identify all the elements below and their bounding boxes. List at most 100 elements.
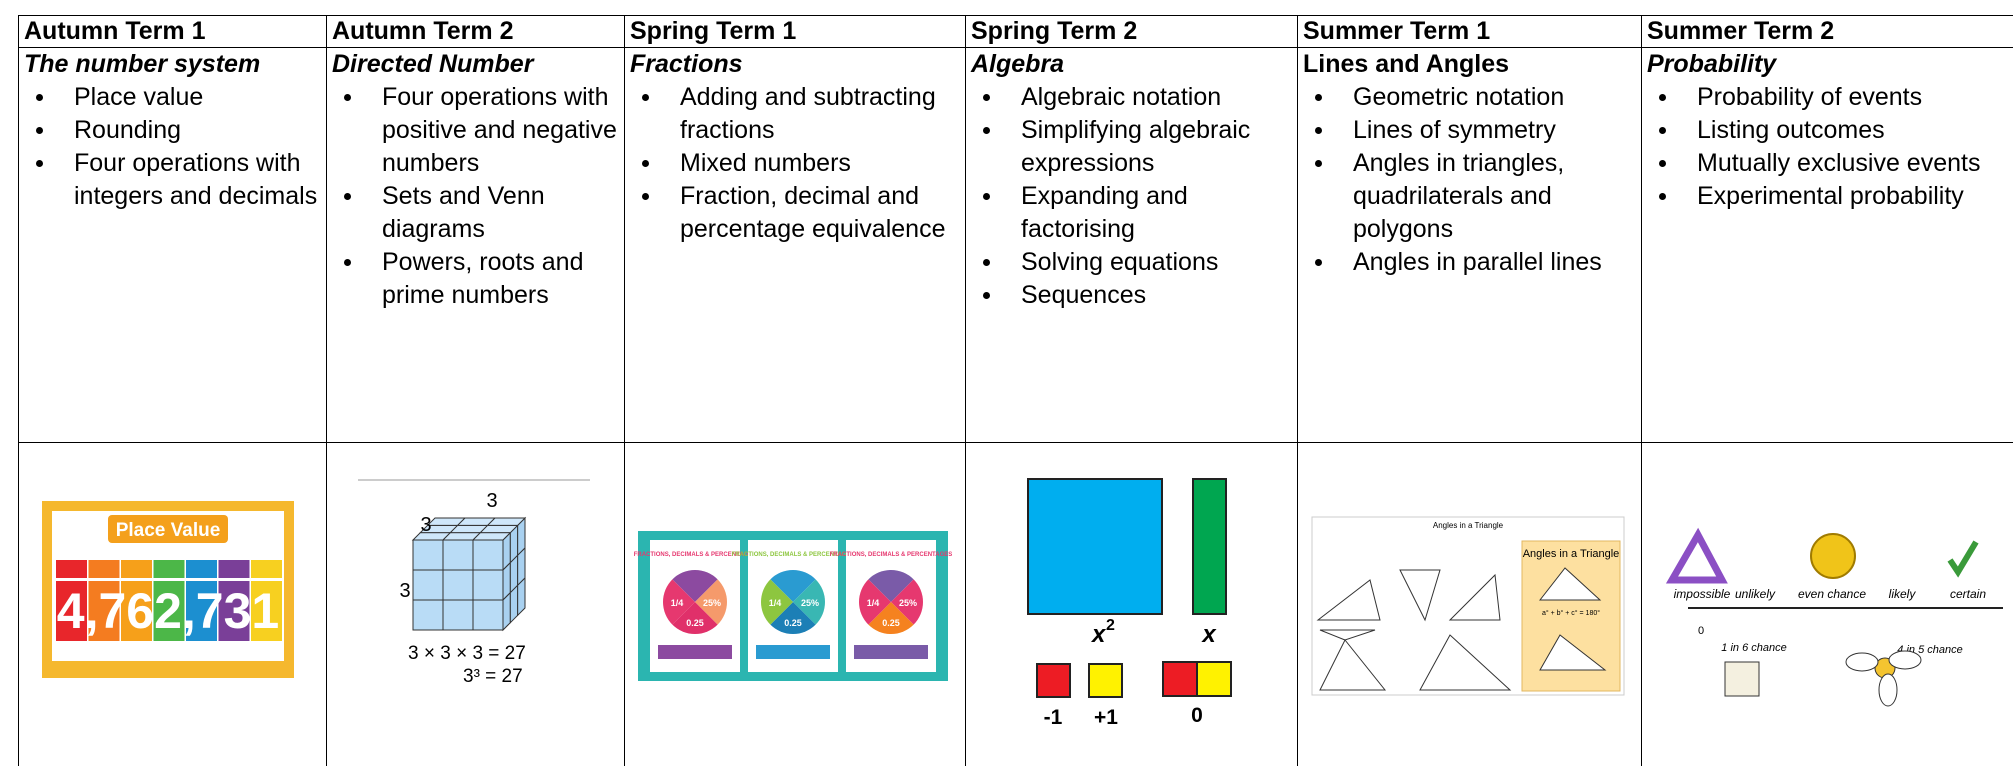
pie-slice [672, 569, 718, 602]
triangle [1316, 579, 1381, 621]
pie-slice [793, 579, 825, 625]
equation: 3³ = 27 [463, 666, 523, 687]
topic-item: Four operations with integers and decima… [36, 147, 321, 213]
scale-label: impossible [1674, 587, 1731, 601]
term-content: Algebra Algebraic notation Simplifying alg… [966, 48, 1298, 443]
image-cell [625, 443, 966, 766]
equation: 3 × 3 × 3 = 27 [408, 643, 526, 664]
place-column [153, 560, 185, 578]
triangle-drawing [1665, 527, 1728, 584]
topic-list: Geometric notation Lines of symmetry Angle… [1303, 81, 1636, 279]
topic-item: Lines of symmetry [1315, 114, 1636, 147]
tile [1162, 661, 1198, 697]
tile [1027, 478, 1163, 615]
tile [1192, 478, 1227, 615]
poster-label: 25% [899, 598, 917, 608]
topic-item: Probability of events [1659, 81, 2008, 114]
poster-title: FRACTIONS, DECIMALS & PERCENTAGES [634, 552, 757, 558]
dice [1724, 661, 1760, 697]
pie-slice [868, 602, 914, 634]
triangle [1399, 569, 1441, 622]
topic-item: Sequences [983, 279, 1292, 312]
edge-label: 3 [399, 580, 410, 602]
topic-item: Expanding and factorising [983, 180, 1292, 246]
pie-slice [695, 579, 728, 625]
topic: The number system [24, 50, 261, 78]
petal [1888, 650, 1922, 670]
formula: a° + b° + c° = 180° [1542, 609, 1600, 617]
triangle [1319, 639, 1387, 691]
coin [1810, 533, 1856, 579]
topic-item: Mixed numbers [642, 147, 960, 180]
place-column [218, 560, 250, 578]
place-column [153, 581, 185, 641]
term-content: The number system Place value Rounding Four… [19, 48, 327, 443]
topic-item: Rounding [36, 114, 321, 147]
cube-face [472, 539, 504, 571]
term-header: Spring Term 1 [625, 16, 966, 48]
scale-label: even chance [1798, 587, 1866, 601]
place-column [88, 581, 120, 641]
pie-slice [663, 579, 695, 625]
topic-item: Sets and Venn diagrams [344, 180, 619, 246]
topic-item: Four operations with positive and negati… [344, 81, 619, 180]
triangle [1538, 567, 1602, 601]
tick-drawing [1947, 540, 1979, 578]
term-content: Fractions Adding and subtracting fraction… [625, 48, 966, 443]
place-column [56, 581, 87, 641]
tile [1196, 661, 1232, 697]
topic-item: Mutually exclusive events [1659, 147, 2008, 180]
term-header: Autumn Term 1 [19, 16, 327, 48]
topic: Directed Number [332, 50, 534, 78]
place-column [56, 560, 87, 578]
cube-face [442, 599, 474, 631]
topic-item: Simplifying algebraic expressions [983, 114, 1292, 180]
tile-label: x [1200, 621, 1217, 648]
image-cell [1298, 443, 1642, 766]
topic-item: Solving equations [983, 246, 1292, 279]
pie-slice [672, 602, 718, 634]
term-header: Autumn Term 2 [327, 16, 625, 48]
cube-face [412, 569, 444, 601]
pie-slice [858, 579, 891, 625]
scale-label: 1 in 6 chance [1721, 642, 1786, 654]
place-column [186, 581, 217, 641]
topic-list: Algebraic notation Simplifying algebraic … [971, 81, 1292, 312]
topic-item: Algebraic notation [983, 81, 1292, 114]
topic-list: Four operations with positive and negati… [332, 81, 619, 312]
tile-label: x [1090, 621, 1107, 648]
topic: Algebra [971, 50, 1065, 78]
edge-label: 3 [420, 514, 431, 536]
topic: Fractions [630, 50, 743, 78]
pie-slice [770, 602, 816, 634]
place-value-number: 4,762,731 [57, 583, 279, 639]
topic-item: Angles in parallel lines [1315, 246, 1636, 279]
scale-label: unlikely [1735, 587, 1776, 601]
pie-slice [868, 569, 914, 602]
scale-label: certain [1950, 587, 1986, 601]
place-column [186, 560, 217, 578]
petal [1845, 652, 1879, 672]
poster-label: 1/4 [671, 598, 684, 608]
topic-item: Fraction, decimal and percentage equival… [642, 180, 960, 246]
tile-label: 0 [1191, 704, 1203, 727]
poster-label: 25% [801, 598, 819, 608]
pie-slice [891, 579, 923, 625]
cube-face [471, 532, 512, 541]
poster-title: Place Value [116, 520, 221, 541]
term-header: Spring Term 2 [966, 16, 1298, 48]
poster-label: 1/4 [867, 598, 880, 608]
cube-face [442, 569, 474, 601]
term-content: Probability Probability of events Listing … [1642, 48, 2013, 443]
inset-title: Angles in a Triangle [1523, 548, 1620, 560]
topic-list: Place value Rounding Four operations with … [24, 81, 321, 213]
image-cell [966, 443, 1298, 766]
cube-face [412, 539, 444, 571]
place-column [251, 581, 282, 641]
place-column [218, 581, 250, 641]
tile-label: 2 [1106, 617, 1115, 634]
poster-label: 25% [703, 598, 721, 608]
